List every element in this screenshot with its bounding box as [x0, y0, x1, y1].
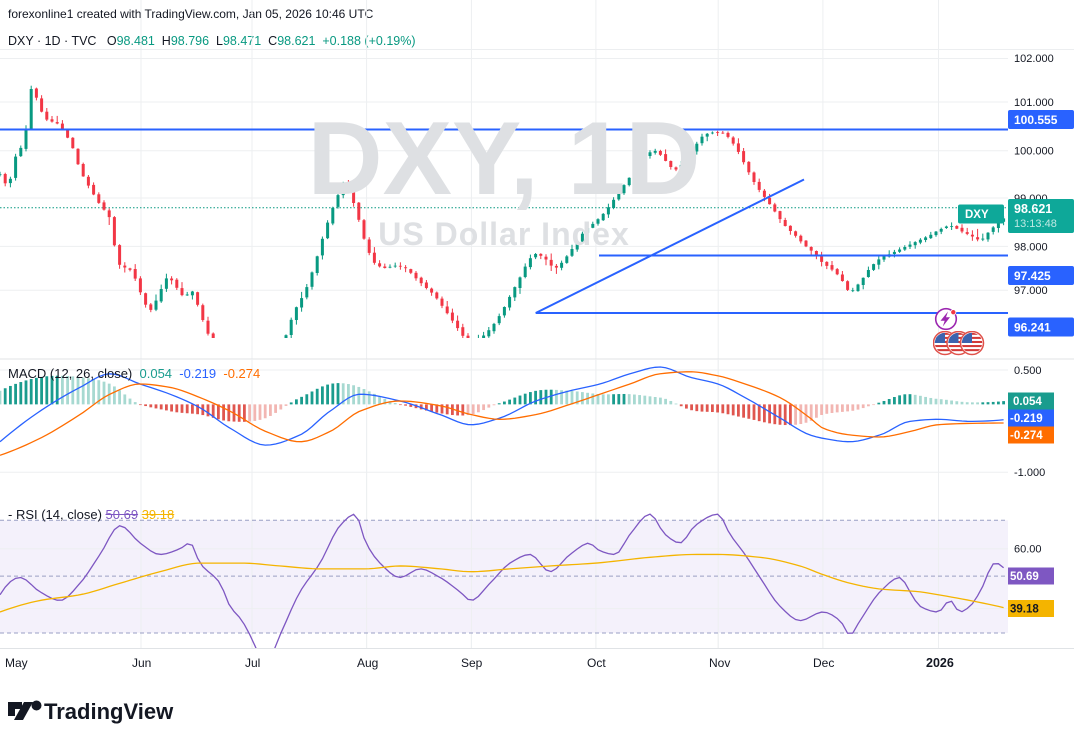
svg-text:50.69: 50.69	[1010, 571, 1039, 583]
svg-text:39.18: 39.18	[1010, 604, 1039, 616]
svg-text:60.00: 60.00	[1014, 544, 1042, 556]
